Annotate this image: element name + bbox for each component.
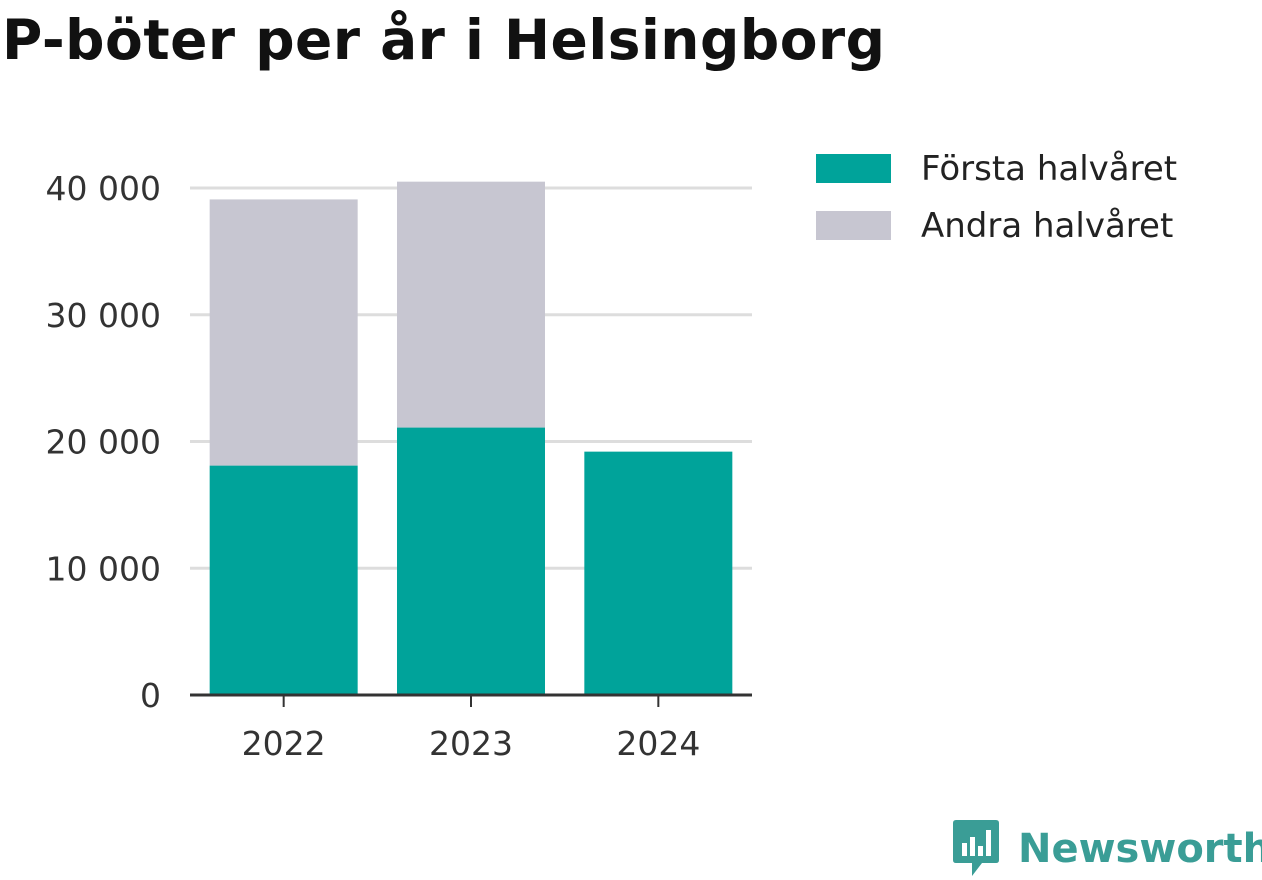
y-tick-label: 10 000 xyxy=(46,549,161,588)
y-tick-label: 30 000 xyxy=(46,296,161,335)
x-tick-label: 2024 xyxy=(616,724,700,763)
x-tick-label: 2022 xyxy=(242,724,326,763)
bar-first-half-2022 xyxy=(209,465,358,695)
legend-label-second-half: Andra halvåret xyxy=(921,205,1174,246)
newsworthy-logo-icon xyxy=(953,820,999,876)
legend-swatch-second-half xyxy=(816,211,891,240)
legend-item-first-half: Första halvåret xyxy=(816,140,1177,197)
brand-logo: Newsworthy xyxy=(952,818,1262,880)
brand-name: Newsworthy xyxy=(1018,826,1262,872)
y-tick-label: 0 xyxy=(140,676,161,715)
chart-title: P-böter per år i Helsingborg xyxy=(2,8,886,72)
bar-first-half-2024 xyxy=(584,451,733,695)
y-tick-label: 20 000 xyxy=(46,423,161,462)
bar-second-half-2022 xyxy=(209,199,358,466)
legend-item-second-half: Andra halvåret xyxy=(816,197,1177,254)
bar-first-half-2023 xyxy=(397,427,545,695)
legend-swatch-first-half xyxy=(816,154,891,183)
bar-second-half-2023 xyxy=(397,181,545,428)
y-tick-label: 40 000 xyxy=(46,169,161,208)
x-tick-label: 2023 xyxy=(429,724,513,763)
legend-label-first-half: Första halvåret xyxy=(921,148,1178,189)
legend: Första halvåret Andra halvåret xyxy=(816,140,1177,254)
